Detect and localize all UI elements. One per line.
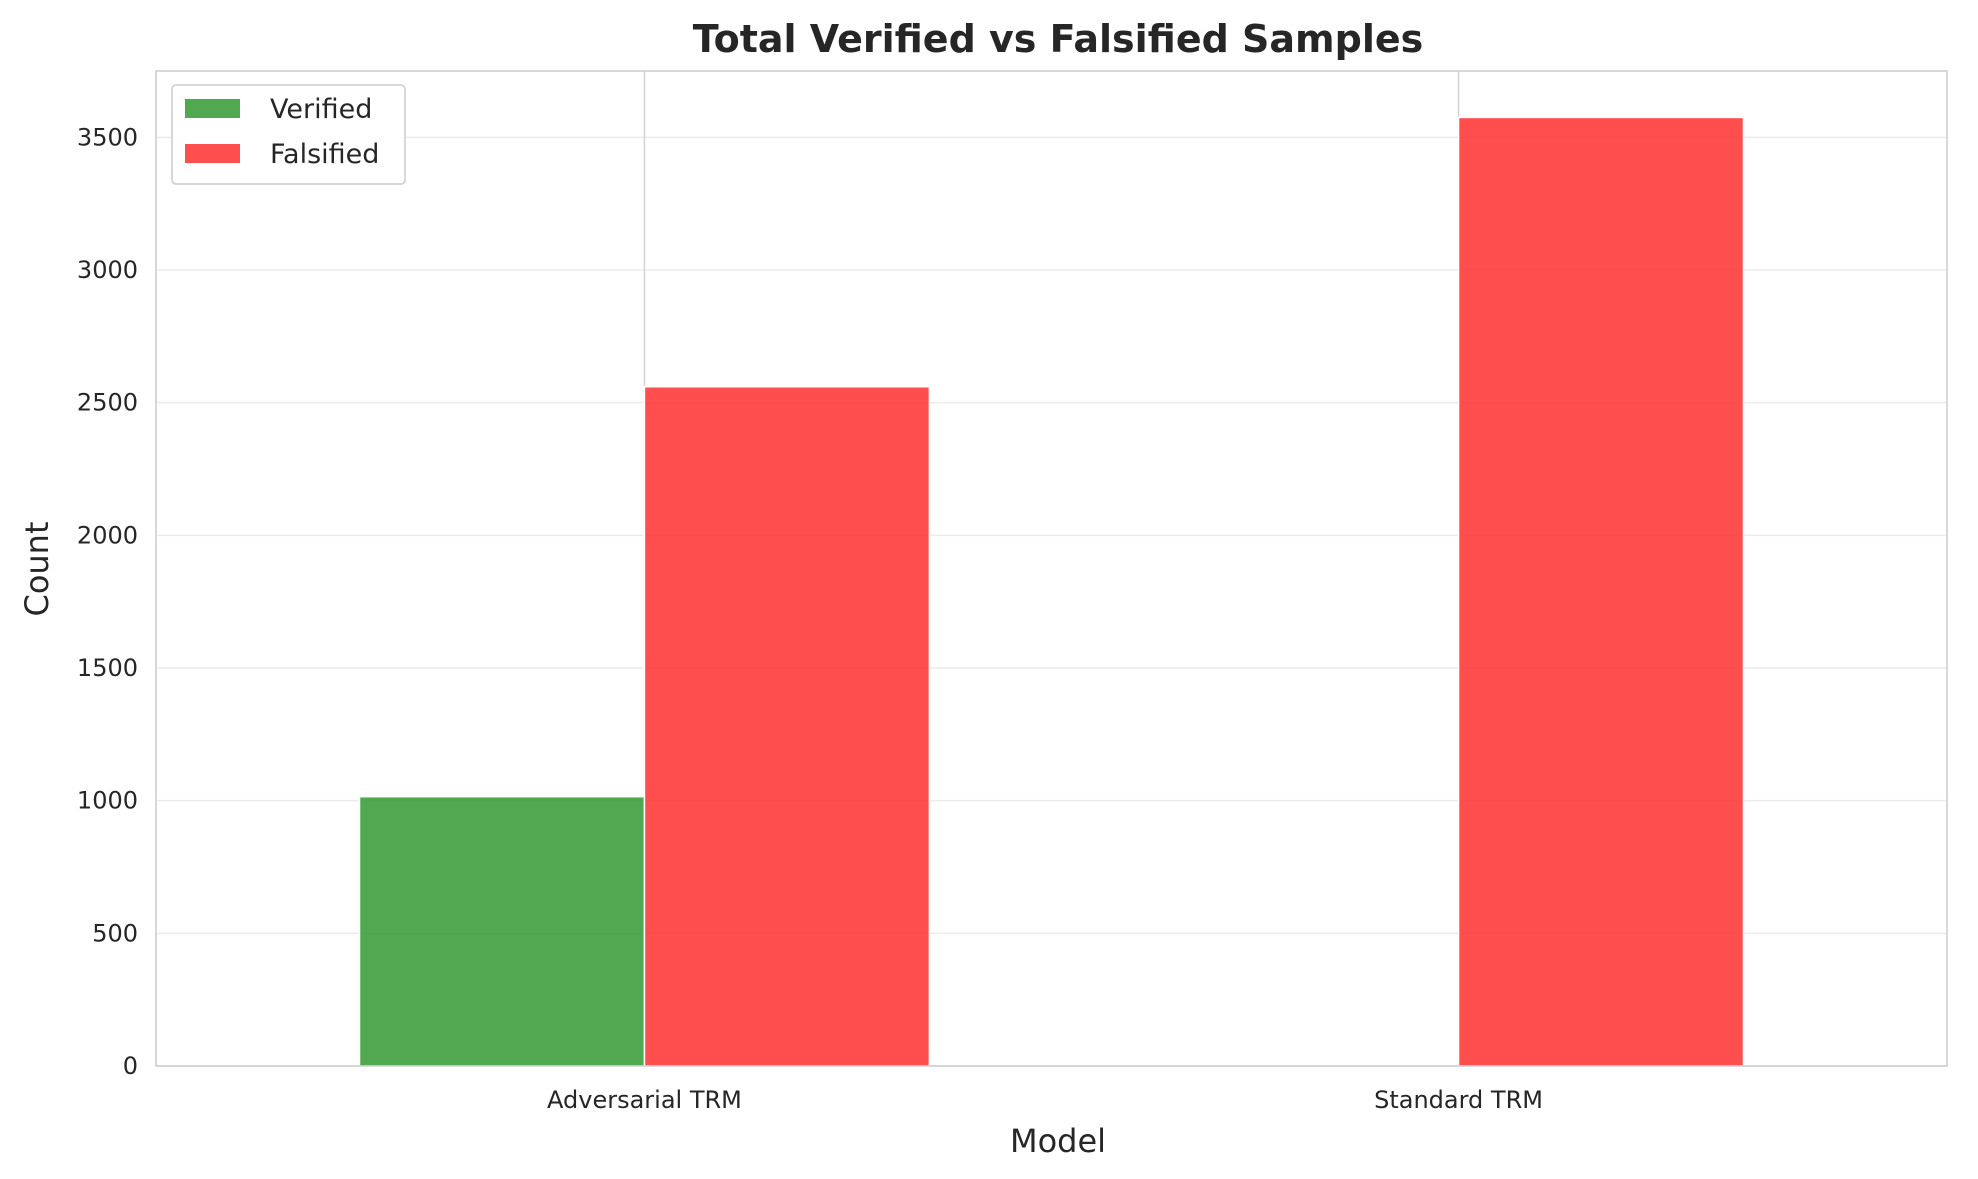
x-ticks: Adversarial TRM Standard TRM <box>547 1086 1543 1114</box>
x-axis-label: Model <box>1010 1122 1106 1160</box>
y-tick-label: 2500 <box>77 389 138 417</box>
y-tick-label: 1000 <box>77 787 138 815</box>
bar-verified <box>358 795 646 1067</box>
y-tick-label: 500 <box>92 919 138 947</box>
y-tick-label: 0 <box>123 1052 138 1080</box>
y-tick-label: 3000 <box>77 256 138 284</box>
legend-label-verified: Verified <box>270 94 372 125</box>
chart-title: Total Verified vs Falsified Samples <box>693 17 1424 61</box>
legend-label-falsified: Falsified <box>270 139 379 170</box>
y-tick-label: 3500 <box>77 123 138 151</box>
y-tick-label: 1500 <box>77 654 138 682</box>
legend-swatch-falsified <box>185 144 240 163</box>
y-tick-label: 2000 <box>77 521 138 549</box>
bar-falsified <box>643 385 931 1067</box>
bars <box>358 116 1745 1067</box>
plot-frame <box>155 70 1948 1067</box>
y-ticks: 0 500 1000 1500 2000 2500 3000 3500 <box>77 123 138 1080</box>
x-tick-label: Standard TRM <box>1374 1086 1543 1114</box>
legend: Verified Falsified <box>171 84 406 185</box>
bar-falsified <box>1457 116 1745 1067</box>
y-axis-label: Count <box>18 521 56 616</box>
x-tick-label: Adversarial TRM <box>547 1086 742 1114</box>
legend-swatch-verified <box>185 99 240 118</box>
